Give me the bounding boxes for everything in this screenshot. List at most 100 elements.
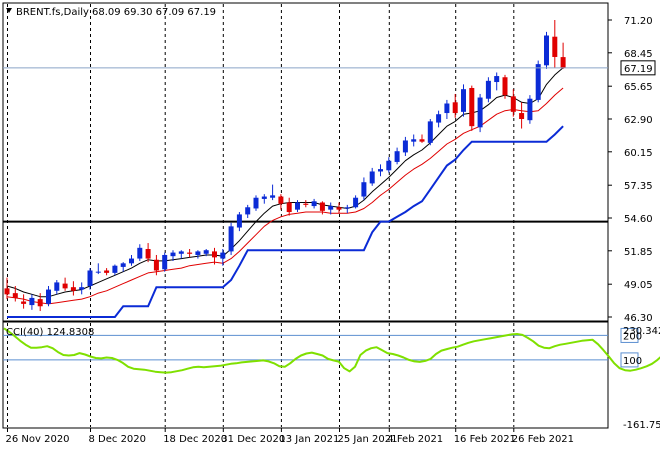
candle-body bbox=[212, 251, 217, 258]
candle-body bbox=[129, 258, 134, 264]
candle-body bbox=[527, 98, 533, 121]
candle-body bbox=[70, 287, 76, 291]
price-tick-label: 62.90 bbox=[624, 115, 653, 126]
price-tick-label: 49.05 bbox=[624, 280, 653, 291]
candle-body bbox=[145, 249, 151, 259]
cci-label: CCI(40) 124.8308 bbox=[6, 327, 94, 338]
candle-body bbox=[560, 57, 566, 68]
ma-slow-group bbox=[6, 87, 564, 305]
cci-level-box bbox=[620, 327, 639, 343]
price-tick-label: 57.35 bbox=[624, 181, 653, 192]
candle-body bbox=[386, 160, 392, 171]
time-label: 25 Jan 2021 bbox=[338, 434, 398, 445]
candle-body bbox=[153, 259, 159, 271]
candle-body bbox=[402, 140, 408, 153]
candle-body bbox=[336, 207, 342, 210]
candle-body bbox=[378, 169, 383, 172]
candle-body bbox=[427, 121, 433, 143]
price-tick-label: 46.30 bbox=[624, 313, 653, 324]
cci-max-label: 230.3425 bbox=[623, 326, 660, 337]
candle-body bbox=[411, 139, 417, 142]
candle-body bbox=[203, 250, 209, 254]
candle-body bbox=[261, 196, 267, 199]
candle-body bbox=[245, 207, 251, 215]
price-tick-label: 54.60 bbox=[624, 214, 653, 225]
candle-body bbox=[295, 202, 300, 210]
channel-line-group bbox=[7, 125, 564, 318]
candle-body bbox=[502, 77, 508, 96]
candle-body bbox=[419, 139, 425, 142]
candle-body bbox=[436, 114, 442, 123]
candle-body bbox=[62, 283, 68, 289]
collapse-arrow-icon[interactable] bbox=[6, 8, 12, 13]
cci-level-label: 200 bbox=[623, 331, 642, 342]
candle-body bbox=[452, 102, 458, 114]
candle-body bbox=[21, 301, 27, 304]
candle-body bbox=[79, 287, 85, 290]
time-label: 13 Jan 2021 bbox=[279, 434, 339, 445]
candle-body bbox=[494, 76, 500, 83]
candle-body bbox=[394, 151, 400, 162]
price-axis: 71.20 68.45 65.65 62.90 60.15 57.35 54.60 51.85… bbox=[608, 16, 653, 324]
candle-body bbox=[444, 103, 450, 114]
time-label: 8 Dec 2020 bbox=[89, 434, 147, 445]
time-label: 16 Feb 2021 bbox=[454, 434, 516, 445]
candle-body bbox=[270, 195, 276, 198]
candle-body bbox=[195, 251, 201, 255]
time-label: 18 Dec 2020 bbox=[163, 434, 227, 445]
time-label: 26 Nov 2020 bbox=[6, 434, 70, 445]
last-price-box bbox=[620, 60, 656, 76]
cci-level-label: 100 bbox=[623, 356, 642, 367]
price-tick-label: 68.45 bbox=[624, 49, 653, 60]
price-panel-frame bbox=[2, 2, 609, 322]
last-price-label: 67.19 bbox=[624, 64, 653, 75]
candle-body bbox=[477, 97, 483, 128]
candle-body bbox=[311, 201, 317, 207]
last-price-marker: 67.19 bbox=[3, 60, 656, 76]
candle-body bbox=[46, 289, 51, 304]
candle-body bbox=[361, 182, 367, 197]
price-tick-label: 71.20 bbox=[624, 16, 653, 27]
ohlc-label: 68.09 69.30 67.09 67.19 bbox=[92, 7, 216, 18]
cci-axis: 230.3425 -161.7501 bbox=[623, 326, 660, 431]
candle-body bbox=[37, 299, 43, 307]
candle-body bbox=[95, 271, 101, 273]
candle-body bbox=[220, 252, 226, 259]
cci-min-label: -161.7501 bbox=[623, 420, 660, 431]
candle-body bbox=[137, 247, 143, 259]
candle-body bbox=[236, 214, 242, 228]
price-tick-label: 51.85 bbox=[624, 247, 653, 258]
candle-body bbox=[112, 265, 118, 273]
price-tick-label: 60.15 bbox=[624, 148, 653, 159]
candle-body bbox=[104, 270, 110, 273]
candle-body bbox=[4, 288, 10, 295]
symbol-label: BRENT.fs,Daily bbox=[16, 7, 89, 18]
candle-body bbox=[87, 270, 93, 286]
candle-body bbox=[344, 207, 350, 209]
candle-body bbox=[178, 251, 184, 254]
candle-body bbox=[535, 64, 541, 100]
channel-line bbox=[7, 125, 564, 318]
candle-body bbox=[253, 197, 259, 209]
candle-body bbox=[552, 36, 558, 57]
time-label: 26 Feb 2021 bbox=[512, 434, 574, 445]
candle-body bbox=[519, 113, 525, 119]
cci-line bbox=[3, 327, 660, 374]
cci-line-group bbox=[3, 327, 660, 374]
candle-body bbox=[369, 171, 375, 184]
candle-body bbox=[286, 202, 292, 213]
candle-body bbox=[120, 263, 126, 267]
candle-body bbox=[12, 293, 18, 298]
candle-body bbox=[187, 252, 193, 254]
candles-group bbox=[4, 20, 566, 312]
candle-body bbox=[461, 89, 466, 112]
candle-body bbox=[303, 203, 309, 205]
candle-body bbox=[319, 202, 325, 211]
candle-body bbox=[170, 252, 176, 257]
candle-body bbox=[328, 206, 334, 210]
candle-body bbox=[29, 297, 35, 306]
candle-body bbox=[353, 197, 359, 208]
